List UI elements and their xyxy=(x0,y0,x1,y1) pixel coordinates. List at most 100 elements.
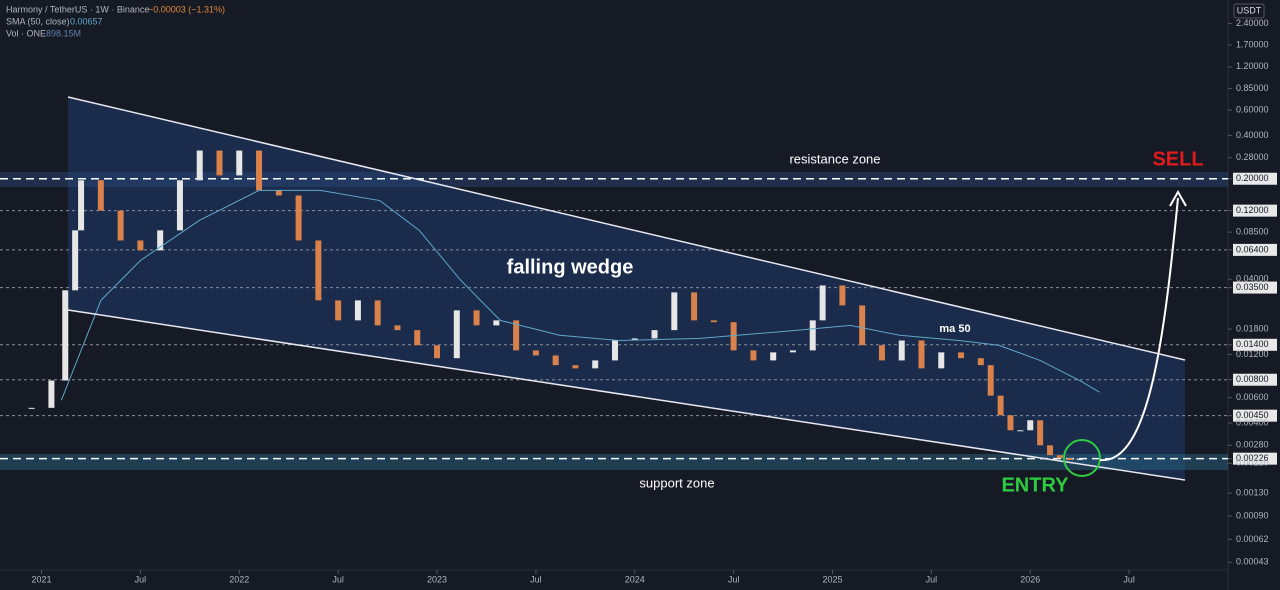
candle xyxy=(938,352,945,369)
sell-label: SELL xyxy=(1152,148,1203,170)
y-tick-label: 0.28000 xyxy=(1236,152,1269,162)
y-tick-label: 0.00800 xyxy=(1236,374,1269,384)
candle xyxy=(256,150,263,191)
candle xyxy=(958,352,965,359)
y-tick-label: 0.00280 xyxy=(1236,440,1269,450)
currency: USDT xyxy=(1237,5,1262,15)
y-tick-label: 0.08500 xyxy=(1236,227,1269,237)
candle xyxy=(157,230,164,251)
candle xyxy=(78,180,85,231)
y-tick-highlight xyxy=(1233,409,1277,422)
x-tick-label: Jul xyxy=(135,574,147,584)
wedge-lower xyxy=(67,309,1186,481)
candle xyxy=(789,350,796,353)
pattern-label: falling wedge xyxy=(507,256,634,278)
ma-label: ma 50 xyxy=(939,323,970,335)
y-tick-highlight xyxy=(1233,243,1277,256)
candle xyxy=(176,180,183,231)
candle xyxy=(750,350,757,361)
y-tick-label: 2.40000 xyxy=(1236,18,1269,28)
y-tick-label: 0.00130 xyxy=(1236,488,1269,498)
candle xyxy=(651,330,658,339)
candle xyxy=(898,340,905,361)
projection-arrow xyxy=(1099,197,1179,462)
candle xyxy=(72,230,79,291)
y-tick-highlight xyxy=(1233,172,1277,185)
x-tick-label: 2026 xyxy=(1020,574,1040,584)
y-tick-label: 0.01200 xyxy=(1236,349,1269,359)
x-tick-label: 2024 xyxy=(625,574,645,584)
x-tick-label: Jul xyxy=(1123,574,1135,584)
y-tick-label: 0.85000 xyxy=(1236,83,1269,93)
y-tick-label: 0.00400 xyxy=(1236,417,1269,427)
x-tick-label: 2021 xyxy=(32,574,52,584)
y-tick-label: 0.06400 xyxy=(1236,244,1269,254)
candle xyxy=(414,330,421,346)
x-tick-label: 2023 xyxy=(427,574,447,584)
x-tick-label: Jul xyxy=(926,574,938,584)
y-tick-highlight xyxy=(1233,452,1277,465)
candle xyxy=(987,365,994,396)
y-tick-label: 0.00210 xyxy=(1236,458,1269,468)
candle xyxy=(592,360,599,369)
y-tick-label: 0.00226 xyxy=(1236,453,1269,463)
wedge-upper xyxy=(67,96,1186,361)
wedge-fill xyxy=(68,97,1185,480)
x-tick-label: 2025 xyxy=(822,574,842,584)
y-tick-label: 0.04000 xyxy=(1236,274,1269,284)
candle xyxy=(48,380,55,408)
candle xyxy=(859,305,866,346)
candle xyxy=(196,150,203,181)
candle xyxy=(62,290,69,381)
candle xyxy=(315,240,322,301)
x-tick-label: Jul xyxy=(332,574,344,584)
currency-box xyxy=(1233,3,1265,19)
y-tick-label: 0.00043 xyxy=(1236,557,1269,567)
candle xyxy=(374,300,381,326)
candle xyxy=(97,180,104,211)
entry-circle xyxy=(1063,439,1101,477)
y-tick-highlight xyxy=(1233,281,1277,294)
y-tick-label: 0.12000 xyxy=(1236,205,1269,215)
y-tick-label: 0.00090 xyxy=(1236,511,1269,521)
y-tick-label: 0.00450 xyxy=(1236,410,1269,420)
y-tick-label: 0.00600 xyxy=(1236,392,1269,402)
candle xyxy=(572,365,579,369)
candle xyxy=(117,210,124,241)
candle xyxy=(819,285,826,321)
candle xyxy=(354,300,361,321)
sma-label: SMA (50, close) xyxy=(6,16,70,26)
y-tick-highlight xyxy=(1233,338,1277,351)
candle xyxy=(216,150,223,176)
y-tick-label: 0.01400 xyxy=(1236,339,1269,349)
candle xyxy=(839,285,846,306)
candle xyxy=(809,320,816,351)
sma-line xyxy=(60,189,1100,401)
sma-value: 0.00657 xyxy=(70,16,103,26)
candle xyxy=(977,358,984,366)
candle xyxy=(394,325,401,331)
candle xyxy=(918,340,925,369)
candle xyxy=(1047,445,1054,456)
candle xyxy=(532,350,539,356)
candle xyxy=(1076,458,1083,461)
y-tick-label: 1.70000 xyxy=(1236,39,1269,49)
x-tick-label: Jul xyxy=(530,574,542,584)
vol-value: 898.15M xyxy=(46,28,81,38)
y-tick-label: 0.60000 xyxy=(1236,105,1269,115)
plot-area xyxy=(0,97,1228,480)
candle xyxy=(513,320,520,351)
candle xyxy=(1007,415,1014,431)
candle xyxy=(997,395,1004,416)
symbol: Harmony / TetherUS · 1W · Binance xyxy=(6,4,149,14)
resistance-label: resistance zone xyxy=(789,151,880,166)
y-tick-label: 0.40000 xyxy=(1236,130,1269,140)
candle xyxy=(878,345,885,361)
y-tick-label: 0.20000 xyxy=(1236,173,1269,183)
candle xyxy=(631,338,638,341)
candle xyxy=(275,190,282,196)
y-tick-label: 0.01800 xyxy=(1236,323,1269,333)
candle xyxy=(28,407,35,409)
vol-label: Vol · ONE xyxy=(6,28,46,38)
